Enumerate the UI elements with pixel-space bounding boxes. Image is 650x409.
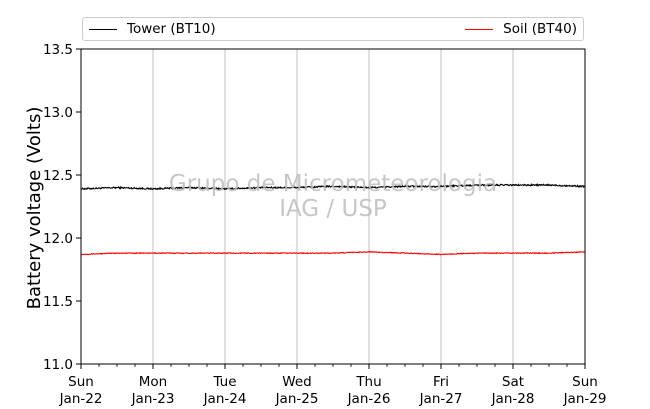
legend-item-soil: Soil (BT40)	[465, 21, 577, 37]
x-tick-label-date-6: Jan-28	[491, 391, 535, 407]
x-tick-label-day-2: Tue	[212, 374, 236, 390]
x-tick-label-date-7: Jan-29	[563, 391, 607, 407]
x-tick-label-date-3: Jan-25	[275, 391, 319, 407]
y-tick-label-1: 11.5	[43, 294, 73, 310]
y-tick-label-4: 13.0	[43, 105, 73, 121]
x-tick-label-day-4: Thu	[355, 374, 381, 390]
legend: Tower (BT10) Soil (BT40)	[82, 17, 584, 41]
x-tick-label-day-3: Wed	[282, 374, 311, 390]
x-tick-label-date-1: Jan-23	[131, 391, 175, 407]
x-tick-label-date-5: Jan-27	[419, 391, 463, 407]
y-tick-label-0: 11.0	[43, 357, 73, 373]
series-lines	[80, 183, 586, 256]
gridlines	[152, 49, 514, 364]
x-tick-label-day-0: Sun	[68, 374, 94, 390]
series-line-soil	[80, 250, 586, 256]
y-axis-title: Battery voltage (Volts)	[24, 107, 45, 310]
x-tick-label-day-5: Fri	[433, 374, 449, 390]
y-tick-label-3: 12.5	[43, 168, 73, 184]
x-tick-label-day-6: Sat	[502, 374, 524, 390]
legend-swatch-tower	[89, 28, 117, 30]
legend-swatch-soil	[465, 28, 494, 30]
legend-label-tower: Tower (BT10)	[127, 21, 216, 37]
y-tick-label-5: 13.5	[43, 42, 73, 58]
watermark: Grupo de Micrometeorologia IAG / USP	[169, 171, 497, 222]
x-tick-label-day-7: Sun	[572, 374, 598, 390]
y-tick-label-2: 12.0	[43, 231, 73, 247]
x-tick-label-date-4: Jan-26	[347, 391, 391, 407]
x-tick-label-date-2: Jan-24	[203, 391, 247, 407]
legend-label-soil: Soil (BT40)	[503, 21, 577, 37]
legend-item-tower: Tower (BT10)	[89, 21, 216, 37]
x-tick-label-date-0: Jan-22	[59, 391, 103, 407]
watermark-line-2: IAG / USP	[279, 196, 387, 222]
x-tick-label-day-1: Mon	[139, 374, 167, 390]
x-axis: SunJan-22MonJan-23TueJan-24WedJan-25ThuJ…	[59, 364, 607, 407]
y-axis: 11.0 11.5 12.0 12.5 13.0 13.5	[43, 42, 81, 373]
series-line-tower	[80, 183, 586, 191]
watermark-line-1: Grupo de Micrometeorologia	[169, 171, 497, 197]
